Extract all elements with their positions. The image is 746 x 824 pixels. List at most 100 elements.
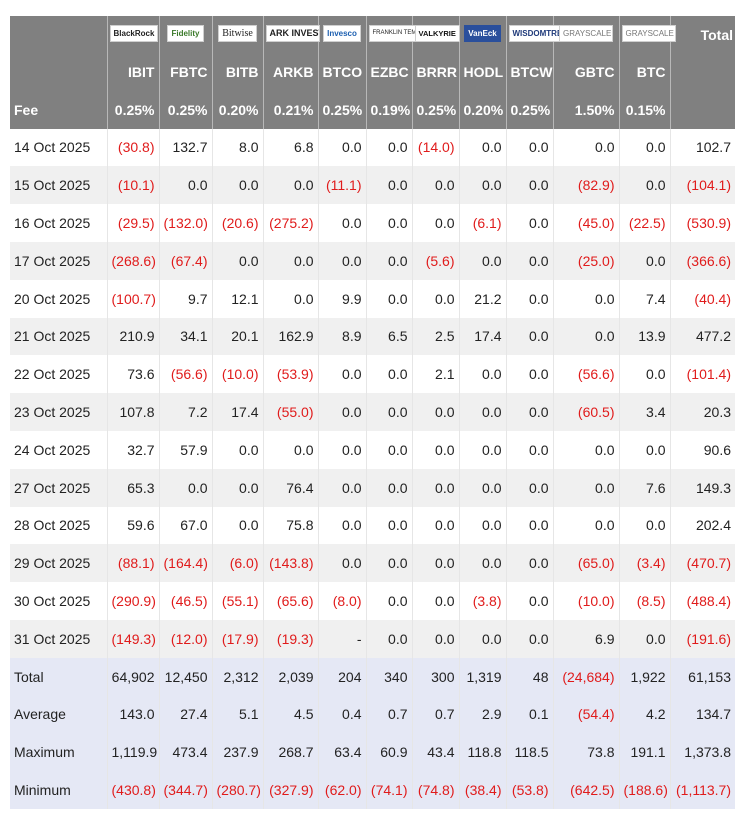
flow-cell: 268.7 bbox=[262, 733, 318, 772]
flow-cell: 0.0 bbox=[552, 468, 619, 507]
table-row: 21 Oct 2025 210.9 34.1 20.1 162.9 8.9 6.5 2.5 17… bbox=[10, 317, 735, 356]
flow-cell: 0.0 bbox=[505, 317, 553, 356]
issuer-logo-row: BlackRock Fidelity Bitwise ARK INVEST In… bbox=[10, 16, 735, 53]
table-row: 23 Oct 2025 107.8 7.2 17.4 (55.0) 0.0 0.0 0.0 0.… bbox=[10, 393, 735, 431]
flow-cell: 0.0 bbox=[458, 241, 506, 280]
flow-cell: 0.0 bbox=[211, 241, 263, 280]
flow-cell: (188.6) bbox=[618, 771, 670, 809]
flow-cell: (275.2) bbox=[262, 204, 318, 242]
flow-cell: 0.0 bbox=[552, 128, 619, 167]
flow-cell: 0.0 bbox=[365, 393, 412, 431]
flow-cell: (3.8) bbox=[458, 582, 506, 620]
ticker-brrr: BRRR bbox=[411, 53, 459, 91]
summary-row: Minimum (430.8) (344.7) (280.7) (327.9) (62.0… bbox=[10, 771, 735, 809]
row-date: 16 Oct 2025 bbox=[14, 215, 91, 232]
summary-row: Average 143.0 27.4 5.1 4.5 0.4 0.7 0.7 2.9 0.1 (54… bbox=[10, 695, 735, 734]
flow-cell: 191.1 bbox=[618, 733, 670, 772]
flow-cell: 63.4 bbox=[317, 733, 366, 772]
row-total-cell: (101.4) bbox=[669, 355, 735, 394]
ticker-ibit: IBIT bbox=[106, 53, 159, 91]
flow-cell: 20.1 bbox=[211, 317, 263, 356]
flow-cell: (430.8) bbox=[106, 771, 159, 809]
flow-cell: (54.4) bbox=[552, 695, 619, 734]
row-total-cell: 149.3 bbox=[669, 468, 735, 507]
etf-flows-table: BlackRock Fidelity Bitwise ARK INVEST In… bbox=[10, 16, 735, 809]
flow-cell: 0.0 bbox=[458, 506, 506, 545]
row-total-cell: 90.6 bbox=[669, 430, 735, 469]
flow-cell: 0.0 bbox=[552, 317, 619, 356]
flow-cell: 0.0 bbox=[365, 128, 412, 167]
corner-cell bbox=[10, 16, 107, 53]
row-date: 30 Oct 2025 bbox=[14, 593, 91, 610]
flow-cell: 0.0 bbox=[317, 355, 366, 394]
flow-cell: 162.9 bbox=[262, 317, 318, 356]
flow-cell: 0.0 bbox=[158, 166, 212, 205]
flow-cell: 118.8 bbox=[458, 733, 506, 772]
flow-cell: 0.0 bbox=[365, 430, 412, 469]
flow-cell: (164.4) bbox=[158, 544, 212, 583]
flow-cell: 0.0 bbox=[411, 430, 459, 469]
fee-arkb: 0.21% bbox=[262, 90, 318, 129]
flow-cell: 12.1 bbox=[211, 279, 263, 318]
flow-cell: 65.3 bbox=[106, 468, 159, 507]
flow-cell: 21.2 bbox=[458, 279, 506, 318]
flow-cell: 0.0 bbox=[552, 279, 619, 318]
flow-cell: 0.0 bbox=[618, 241, 670, 280]
flow-cell: 75.8 bbox=[262, 506, 318, 545]
ticker-arkb: ARKB bbox=[262, 53, 318, 91]
table-row: 16 Oct 2025 (29.5) (132.0) (20.6) (275.2) 0.0… bbox=[10, 204, 735, 242]
flow-cell: 0.7 bbox=[365, 695, 412, 734]
flow-cell: 0.0 bbox=[411, 279, 459, 318]
flow-cell: (55.0) bbox=[262, 393, 318, 431]
flow-cell: 64,902 bbox=[106, 657, 159, 696]
flow-cell: 12,450 bbox=[158, 657, 212, 696]
row-total-cell: (488.4) bbox=[669, 582, 735, 620]
vaneck-logo: VanEck bbox=[464, 24, 501, 42]
flow-cell: (11.1) bbox=[317, 166, 366, 205]
flow-cell: 210.9 bbox=[106, 317, 159, 356]
flow-cell: 0.0 bbox=[458, 166, 506, 205]
flow-cell: (344.7) bbox=[158, 771, 212, 809]
flow-cell: 0.0 bbox=[365, 279, 412, 318]
flow-cell: (24,684) bbox=[552, 657, 619, 696]
flow-cell: 60.9 bbox=[365, 733, 412, 772]
flow-cell: 7.4 bbox=[618, 279, 670, 318]
flow-cell: 0.0 bbox=[505, 204, 553, 242]
flow-cell: 2,312 bbox=[211, 657, 263, 696]
row-date: 21 Oct 2025 bbox=[10, 317, 107, 356]
flow-cell: 0.0 bbox=[458, 430, 506, 469]
row-total-cell: 134.7 bbox=[669, 695, 735, 734]
flow-cell: 0.7 bbox=[411, 695, 459, 734]
fee-ibit: 0.25% bbox=[106, 90, 159, 129]
flow-cell: 0.0 bbox=[505, 430, 553, 469]
flow-cell: (6.0) bbox=[211, 544, 263, 583]
flow-cell: (3.4) bbox=[618, 544, 670, 583]
row-total-cell: (40.4) bbox=[669, 279, 735, 318]
flow-cell: 340 bbox=[365, 657, 412, 696]
flow-cell: 0.0 bbox=[505, 582, 553, 620]
flow-cell: 17.4 bbox=[458, 317, 506, 356]
fee-gbtc: 1.50% bbox=[552, 90, 619, 129]
flow-cell: (132.0) bbox=[158, 204, 212, 242]
table-row: 22 Oct 2025 73.6 (56.6) (10.0) (53.9) 0.0 0.0 2… bbox=[10, 355, 735, 394]
flow-cell: (327.9) bbox=[262, 771, 318, 809]
flow-cell: 0.0 bbox=[365, 544, 412, 583]
row-total-cell: 1,373.8 bbox=[669, 733, 735, 772]
flow-cell: 59.6 bbox=[106, 506, 159, 545]
fee-btc: 0.15% bbox=[618, 90, 670, 129]
flow-cell: 0.0 bbox=[317, 468, 366, 507]
ticker-row: IBIT FBTC BITB ARKB BTCO EZBC BRRR HODL … bbox=[10, 53, 735, 91]
flow-cell: 0.0 bbox=[458, 619, 506, 658]
flow-cell: (100.7) bbox=[106, 279, 159, 318]
flow-cell: (55.1) bbox=[211, 582, 263, 620]
flow-cell: (25.0) bbox=[552, 241, 619, 280]
flow-cell: (8.0) bbox=[317, 582, 366, 620]
flow-cell: 0.0 bbox=[411, 204, 459, 242]
flow-cell: (8.5) bbox=[618, 582, 670, 620]
flow-cell: 0.0 bbox=[505, 166, 553, 205]
table-row: 17 Oct 2025 (268.6) (67.4) 0.0 0.0 0.0 0.0 (5.6… bbox=[10, 241, 735, 280]
flow-cell: 0.4 bbox=[317, 695, 366, 734]
row-total-cell: (104.1) bbox=[669, 166, 735, 205]
ticker-bitb: BITB bbox=[211, 53, 263, 91]
flow-cell: 0.0 bbox=[505, 468, 553, 507]
